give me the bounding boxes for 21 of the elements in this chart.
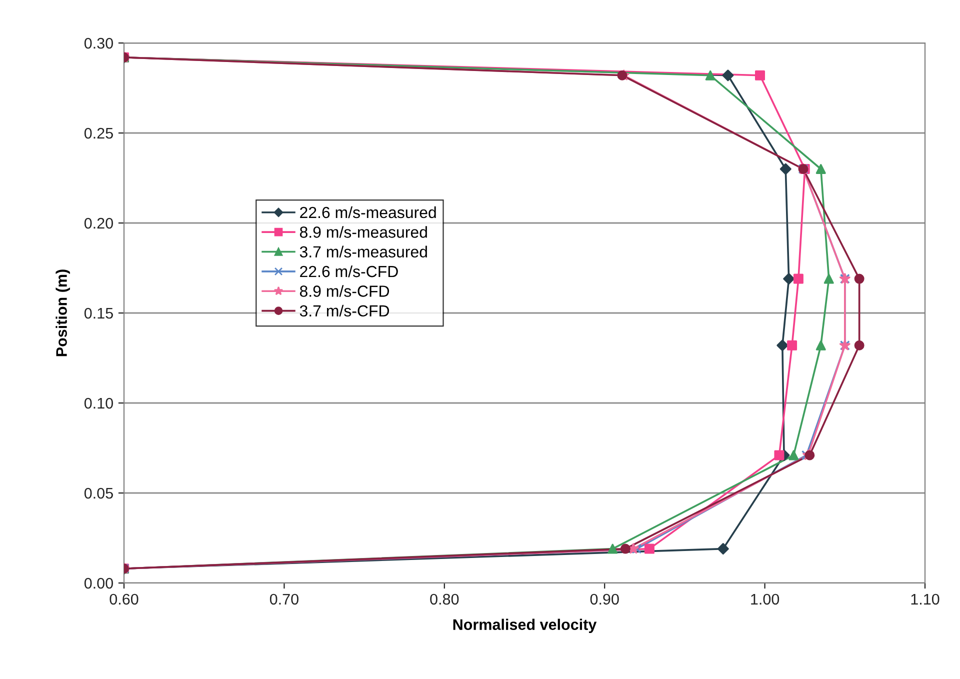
x-tick-label: 0.90 [590,594,619,605]
y-tick-label: 0.00 [84,578,113,589]
legend-label: 22.6 m/s-measured [300,206,436,218]
x-tick-label: 0.80 [430,594,459,605]
legend-label: 3.7 m/s-CFD [300,304,390,317]
y-tick-label: 0.30 [84,38,113,49]
x-axis-title: Normalised velocity [453,618,597,634]
y-tick-label: 0.20 [84,218,113,229]
x-tick-label: 0.60 [110,594,138,605]
y-tick-label: 0.15 [84,308,113,319]
legend-label: 22.6 m/s-CFD [300,265,398,278]
y-tick-label: 0.05 [84,488,113,499]
legend-label: 8.9 m/s-CFD [300,285,390,297]
y-tick-label: 0.10 [84,398,113,409]
y-tick-label: 0.25 [84,128,113,139]
legend-label: 3.7 m/s-measured [300,246,427,258]
legend-label: 8.9 m/s-measured [300,226,427,238]
x-tick-label: 0.70 [270,594,298,605]
y-axis-title: Position (m) [56,270,70,356]
x-tick-label: 1.00 [751,594,780,605]
x-tick-label: 1.10 [911,594,940,605]
